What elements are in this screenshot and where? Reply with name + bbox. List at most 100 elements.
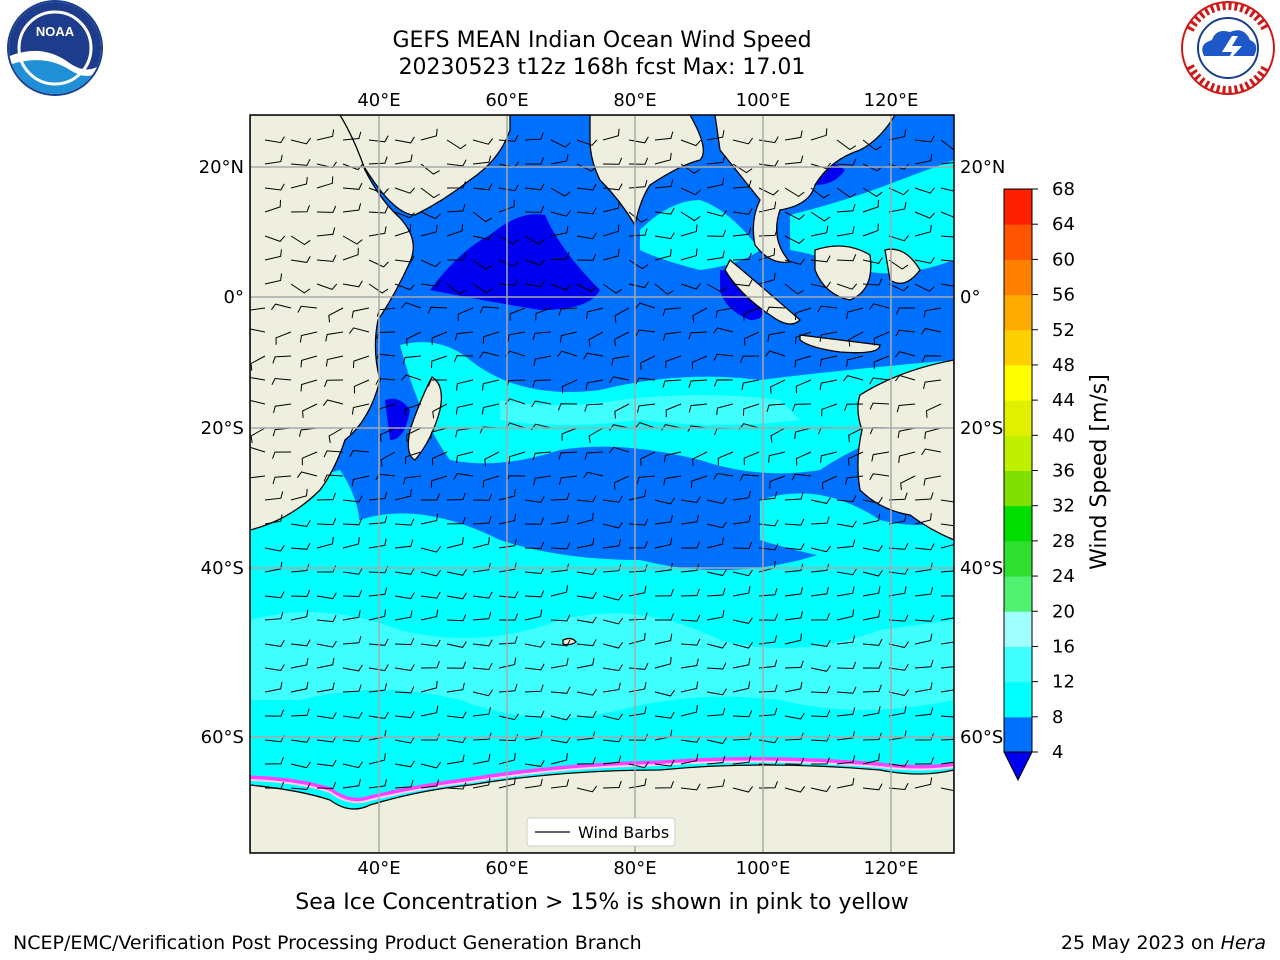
wind-barb (394, 283, 415, 291)
wind-barb (602, 617, 624, 625)
wind-barb (940, 235, 954, 238)
wind-barb (732, 755, 752, 765)
wind-barb (609, 446, 630, 454)
wind-barb (758, 635, 778, 645)
wind-barb (457, 307, 474, 322)
wind-barb (869, 402, 890, 410)
wind-barb (758, 247, 776, 261)
wind-barb (706, 177, 725, 189)
wind-barb (602, 183, 623, 191)
wind-barb (680, 224, 698, 237)
wind-barb (758, 228, 778, 237)
wind-barb (550, 210, 572, 217)
wind-barb (862, 278, 883, 286)
wind-barb (758, 136, 779, 144)
wind-barb (888, 163, 910, 170)
wind-barb (914, 512, 932, 525)
wind-barb (394, 224, 412, 237)
sea-ice-edge (250, 756, 954, 803)
wind-barb (635, 377, 656, 385)
wind-barb (836, 139, 857, 151)
wind-barb (862, 638, 883, 646)
wind-barb (836, 586, 855, 597)
colorbar-swatch (1004, 470, 1032, 507)
wind-barb (732, 490, 751, 501)
wind-barb (349, 449, 370, 458)
wind-barb (688, 403, 708, 413)
wind-barb (680, 783, 701, 791)
wind-barb (316, 254, 337, 262)
tick-labels: 40°E 60°E 80°E 100°E 120°E 40°E 60°E 80°… (199, 90, 1006, 879)
wind-barb (532, 331, 552, 341)
wind-barb (836, 686, 857, 694)
wind-barb (654, 711, 675, 719)
wind-barb (732, 252, 752, 261)
colorbar-swatch (1004, 364, 1032, 401)
wind-barb (898, 451, 916, 463)
wind-barb (316, 176, 334, 189)
wind-barb (550, 753, 568, 765)
wind-barb (940, 211, 954, 218)
wind-barb (628, 489, 647, 501)
lon-tick-top-2: 60°E (485, 90, 528, 111)
wind-barb (264, 154, 283, 165)
wind-barb (602, 200, 620, 213)
wind-barb (743, 331, 760, 346)
wind-barb (940, 715, 954, 718)
wind-barb (264, 681, 283, 693)
low-wind-arabian-sea (430, 214, 600, 310)
wind-barb (706, 537, 724, 549)
wind-barb (576, 512, 594, 525)
wind-barb (784, 660, 804, 669)
wind-barb (836, 283, 858, 290)
wind-barb (316, 227, 336, 237)
wind-patch-bay-of-bengal (640, 200, 760, 270)
wind-barb (472, 562, 491, 573)
colorbar-swatch (1004, 189, 1032, 225)
wind-barb (914, 707, 934, 717)
wind-barb (368, 259, 389, 268)
land-sulawesi (884, 248, 921, 284)
wind-barb (611, 355, 630, 366)
wind-barb (940, 595, 954, 597)
wind-barb (524, 590, 545, 598)
wind-barb (472, 707, 492, 717)
wind-barb (784, 712, 805, 720)
wind-barb (342, 778, 361, 789)
wind-barb (550, 686, 571, 694)
wind-barb (810, 187, 830, 199)
lon-tick-bottom-3: 80°E (613, 858, 656, 879)
wind-barb (862, 187, 883, 198)
wind-barb (640, 355, 656, 370)
wind-barb (482, 331, 500, 344)
wind-barb (717, 451, 734, 466)
wind-barb (862, 570, 884, 577)
wind-barb (706, 662, 727, 670)
wind-barb (810, 785, 831, 793)
wind-barb (401, 374, 422, 381)
wind-barb (394, 136, 415, 144)
wind-barb (498, 134, 519, 142)
wind-barb (484, 451, 500, 467)
wind-barb (472, 732, 492, 741)
wind-barb (766, 403, 786, 412)
wind-barb (394, 539, 414, 549)
wind-barb (940, 641, 954, 645)
wind-barb (323, 474, 344, 482)
wind-barb (888, 283, 909, 292)
wind-barb (784, 518, 805, 526)
wind-barb (498, 488, 516, 501)
wind-barb (921, 327, 942, 335)
wind-barb (297, 305, 318, 313)
wind-barb (654, 497, 676, 505)
wind-barb (368, 226, 387, 237)
wind-barb (368, 587, 388, 597)
wind-barb (654, 283, 674, 295)
wind-barb (588, 331, 604, 347)
wind-barb (784, 211, 805, 221)
wind-barb (940, 617, 954, 621)
wind-barb (368, 778, 387, 789)
wind-barb (810, 613, 830, 621)
wind-barb (421, 733, 441, 741)
wind-barb (914, 135, 935, 143)
